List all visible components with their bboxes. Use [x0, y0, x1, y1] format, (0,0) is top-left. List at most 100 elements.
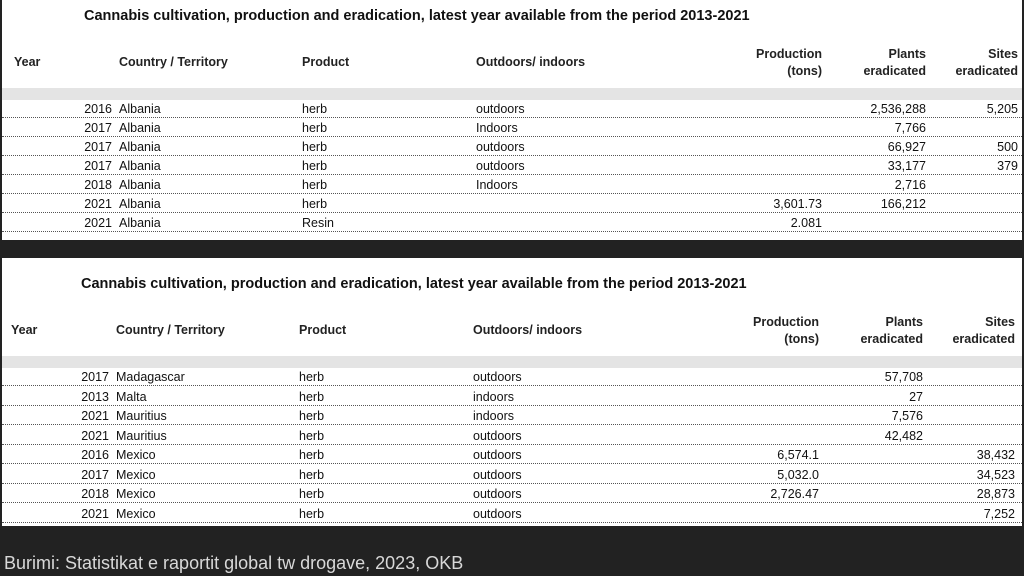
column-header: Year [14, 55, 41, 69]
table-panel: Cannabis cultivation, production and era… [2, 0, 1022, 240]
column-header: Plants [888, 47, 926, 61]
table-cell: 3,601.73 [773, 197, 822, 211]
table-cell: outdoors [476, 102, 525, 116]
table-cell: herb [299, 409, 325, 423]
table-cell: 5,032.0 [777, 467, 819, 482]
table-cell: indoors [473, 389, 514, 404]
table-cell: 500 [997, 140, 1018, 154]
column-header: Outdoors/ indoors [473, 323, 583, 337]
table-cell: Indoors [476, 121, 518, 135]
header-band [2, 88, 1022, 100]
table-cell: Mexico [116, 506, 156, 521]
table-cell: herb [299, 389, 325, 404]
column-header: Year [11, 323, 38, 337]
table-cell: 2021 [81, 428, 109, 443]
table-title: Cannabis cultivation, production and era… [81, 276, 747, 292]
column-header: Country / Territory [116, 323, 225, 337]
table-cell: 2016 [84, 102, 112, 116]
table-cell: herb [302, 159, 328, 173]
table-cell: Albania [119, 178, 161, 192]
table-cell: Madagascar [116, 370, 185, 384]
table-cell: 2021 [81, 506, 109, 521]
column-header: Production [753, 315, 819, 329]
table-cell: 2017 [81, 370, 109, 384]
table-cell: herb [299, 428, 325, 443]
table-cell: outdoors [473, 448, 522, 462]
row-separator [2, 424, 1022, 425]
row-separator [2, 174, 1022, 175]
table-cell: 38,432 [976, 448, 1015, 462]
table-cell: outdoors [473, 370, 522, 384]
caption: Burimi: Statistikat e raportit global tw… [4, 553, 464, 573]
row-separator [2, 443, 1022, 445]
table-cell: 6,574.1 [777, 448, 819, 462]
table-cell: 66,927 [887, 140, 926, 154]
table-cell: 2021 [84, 216, 112, 230]
row-separator [2, 463, 1022, 464]
table-cell: outdoors [476, 140, 525, 154]
table-cell: herb [299, 487, 325, 501]
row-separator [2, 136, 1022, 137]
table-cell: Mauritius [116, 428, 167, 443]
table-cell: herb [299, 506, 325, 521]
table-cell: Albania [119, 159, 161, 173]
table-cell: 7,576 [891, 409, 923, 423]
column-header: Sites [988, 47, 1018, 61]
column-header: Product [299, 323, 347, 337]
row-separator [2, 155, 1022, 156]
column-header: Country / Territory [119, 55, 228, 69]
table-cell: Mexico [116, 487, 156, 501]
column-header: Product [302, 55, 350, 69]
row-separator [2, 385, 1022, 386]
table-cell: Mauritius [116, 409, 167, 423]
table-cell: Albania [119, 102, 161, 116]
table-panel: Cannabis cultivation, production and era… [2, 258, 1022, 526]
table-cell: 33,177 [887, 159, 926, 173]
table-cell: 2018 [84, 178, 112, 192]
table-cell: 2017 [84, 159, 112, 173]
table-cell: 2013 [81, 389, 109, 404]
table-cell: 27 [909, 389, 923, 404]
row-separator [2, 502, 1022, 503]
table-cell: outdoors [473, 428, 522, 443]
table-title: Cannabis cultivation, production and era… [84, 8, 750, 24]
table-cell: herb [302, 121, 328, 135]
table-cell: 2.081 [790, 216, 822, 230]
table-cell: 166,212 [880, 197, 926, 211]
table-cell: 57,708 [884, 370, 923, 384]
table-cell: 2021 [81, 409, 109, 423]
table-cell: Albania [119, 216, 161, 230]
table-cell: herb [302, 197, 328, 211]
table-cell: 42,482 [884, 428, 923, 443]
table-cell: 2018 [81, 487, 109, 501]
table-cell: outdoors [473, 487, 522, 501]
header-band [2, 356, 1022, 368]
table-cell: 379 [997, 159, 1018, 173]
column-header: (tons) [787, 64, 822, 78]
table-cell: Malta [116, 389, 147, 404]
table-cell: 2017 [84, 140, 112, 154]
table-cell: herb [299, 448, 325, 462]
column-header: Sites [985, 315, 1015, 329]
table-cell: 34,523 [976, 467, 1015, 482]
column-header: eradicated [955, 64, 1018, 78]
table-cell: outdoors [473, 506, 522, 521]
row-separator [2, 193, 1022, 194]
column-header: Plants [885, 315, 923, 329]
row-separator [2, 482, 1022, 484]
column-header: Outdoors/ indoors [476, 55, 586, 69]
table-cell: Mexico [116, 448, 156, 462]
table-cell: 2,716 [894, 178, 926, 192]
table-cell: 2,536,288 [870, 102, 926, 116]
table-cell: 2016 [81, 448, 109, 462]
table-cell: herb [302, 140, 328, 154]
table-cell: outdoors [476, 159, 525, 173]
table-cell: 2021 [84, 197, 112, 211]
table-cell: Resin [302, 216, 334, 230]
table-cell: Albania [119, 197, 161, 211]
table-cell: 5,205 [986, 102, 1018, 116]
table-cell: herb [302, 178, 328, 192]
row-separator [2, 521, 1022, 523]
column-header: Production [756, 47, 822, 61]
